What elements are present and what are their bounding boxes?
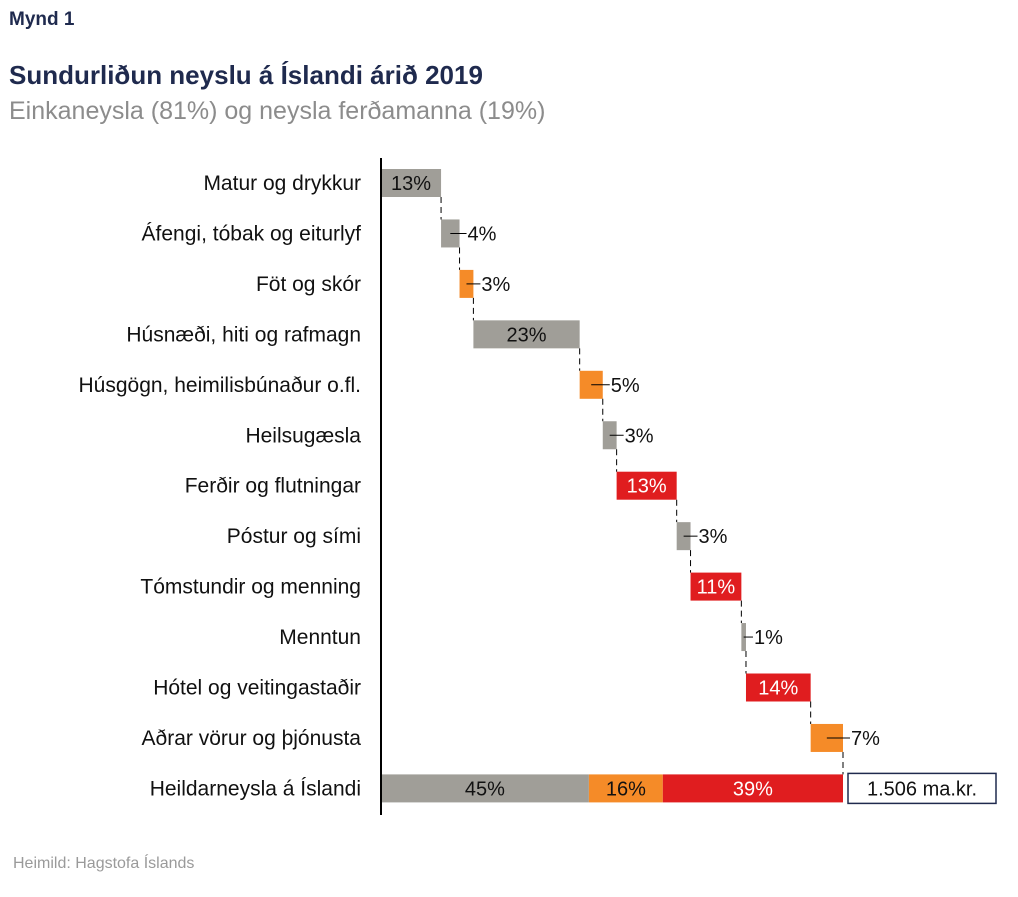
data-label: 23% xyxy=(507,324,547,346)
total-bar-segment-gray xyxy=(381,774,589,803)
total-segment-label: 45% xyxy=(465,778,505,800)
category-label: Heilsugæsla xyxy=(245,424,361,447)
chart-subtitle: Einkaneysla (81%) og neysla ferðamanna (… xyxy=(9,97,546,125)
category-label: Ferðir og flutningar xyxy=(185,475,361,498)
bar-1 xyxy=(381,169,442,197)
category-label: Húsnæði, hiti og rafmagn xyxy=(126,323,361,346)
chart-title: Sundurliðun neyslu á Íslandi árið 2019 xyxy=(9,60,483,90)
figure-label: Mynd 1 xyxy=(9,9,75,30)
source-note: Heimild: Hagstofa Íslands xyxy=(13,855,195,872)
bar-11 xyxy=(745,673,811,702)
total-annotation: 1.506 ma.kr. xyxy=(867,778,977,800)
data-label: 13% xyxy=(627,476,667,498)
category-label: Aðrar vörur og þjónusta xyxy=(142,727,362,750)
bar-7 xyxy=(616,471,677,500)
category-label: Föt og skór xyxy=(256,273,361,296)
data-label: 13% xyxy=(391,173,431,195)
data-label: 7% xyxy=(851,728,880,750)
data-label: 3% xyxy=(625,425,654,447)
category-label: Matur og drykkur xyxy=(203,172,361,195)
total-annotation-box xyxy=(847,772,997,805)
data-label: 1% xyxy=(754,627,783,649)
data-label: 11% xyxy=(697,577,736,599)
data-label: 3% xyxy=(481,274,510,296)
category-label: Póstur og sími xyxy=(227,525,361,548)
data-label: 5% xyxy=(611,375,640,397)
data-label: 3% xyxy=(699,526,728,548)
bar-5 xyxy=(579,370,603,399)
category-label: Heildarneysla á Íslandi xyxy=(150,777,361,800)
data-label: 14% xyxy=(758,678,798,700)
category-label: Tómstundir og menning xyxy=(140,576,361,599)
bar-4 xyxy=(473,320,580,349)
total-bar-segment-orange xyxy=(588,774,663,803)
category-label: Hótel og veitingastaðir xyxy=(153,677,361,700)
total-segment-label: 39% xyxy=(733,778,773,800)
category-label: Menntun xyxy=(279,626,361,649)
category-label: Húsgögn, heimilisbúnaður o.fl. xyxy=(79,374,362,397)
category-label: Áfengi, tóbak og eiturlyf xyxy=(142,222,362,245)
bar-9 xyxy=(690,572,742,601)
total-segment-label: 16% xyxy=(606,778,646,800)
data-label: 4% xyxy=(468,223,497,245)
total-bar-segment-red xyxy=(662,774,843,803)
